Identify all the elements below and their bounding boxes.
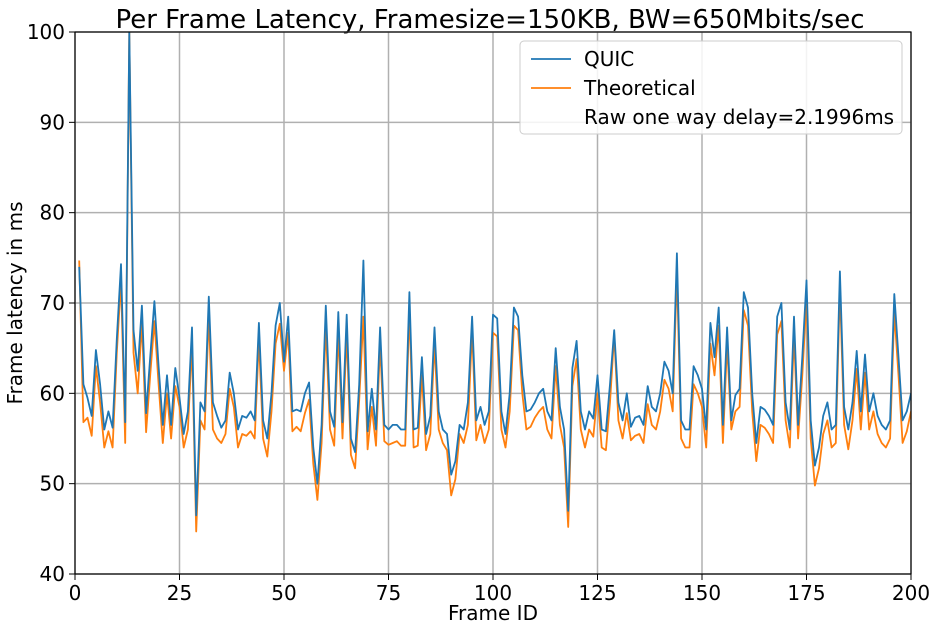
series-line-theoretical (78, 32, 911, 533)
x-tick-label: 175 (787, 581, 825, 605)
legend-box (519, 40, 903, 135)
x-tick-label: 150 (683, 581, 721, 605)
y-tick-label: 80 (40, 201, 65, 225)
y-tick-label: 70 (40, 291, 65, 315)
x-axis-ticks: 0 25 50 75 100 125 150 175 200 (69, 574, 930, 605)
x-tick-label: 200 (892, 581, 930, 605)
legend-label-raw-delay: Raw one way delay=2.1996ms (584, 105, 894, 129)
x-tick-label: 50 (271, 581, 296, 605)
x-tick-label: 100 (474, 581, 512, 605)
y-tick-label: 100 (27, 20, 65, 44)
x-tick-label: 125 (578, 581, 616, 605)
y-tick-label: 90 (40, 110, 65, 134)
x-tick-label: 25 (167, 581, 192, 605)
x-tick-label: 75 (376, 581, 401, 605)
y-tick-label: 50 (40, 472, 65, 496)
y-axis-label: Frame latency in ms (3, 202, 27, 405)
legend: QUIC Theoretical Raw one way delay=2.199… (519, 40, 903, 135)
chart-title: Per Frame Latency, Framesize=150KB, BW=6… (115, 5, 864, 35)
series-lines (78, 32, 911, 533)
legend-label-theoretical: Theoretical (583, 76, 696, 100)
y-axis-ticks: 40 50 60 70 80 90 100 (27, 20, 75, 586)
legend-label-quic: QUIC (584, 47, 634, 71)
x-axis-label: Frame ID (448, 601, 538, 625)
y-tick-label: 60 (40, 381, 65, 405)
y-tick-label: 40 (40, 562, 65, 586)
x-tick-label: 0 (69, 581, 82, 605)
series-line-quic (78, 32, 911, 517)
